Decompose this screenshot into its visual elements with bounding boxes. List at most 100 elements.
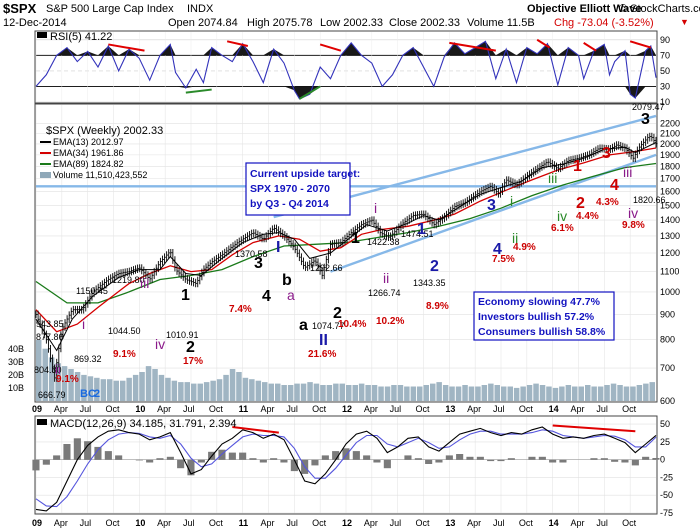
brand-name: Objective Elliott Wave (527, 3, 642, 15)
price-x-tick-22: Jul (596, 404, 608, 414)
wave-label-8: b (282, 272, 292, 289)
macd-x-tick-18: Jul (493, 518, 505, 528)
macd-histogram-bar (84, 441, 92, 460)
price-tick-label-800: 800 (660, 335, 675, 345)
rsi-title: RSI(5) 41.22 (50, 31, 112, 43)
price-x-tick-19: Oct (519, 404, 534, 414)
macd-x-tick-14: Jul (390, 518, 402, 528)
macd-x-tick-12: 12 (342, 518, 352, 528)
volume-bar (145, 366, 152, 401)
price-tick-label-1700: 1700 (660, 174, 680, 184)
wave-label-18: 2 (430, 258, 439, 275)
macd-line (35, 426, 657, 512)
volume-bar (597, 386, 604, 401)
price-x-tick-0: 09 (32, 404, 42, 414)
macd-histogram-bar (414, 458, 422, 460)
wave-label-17: 1 (417, 221, 426, 238)
macd-tick-label-25: 25 (660, 437, 670, 447)
wave-label-6: 4 (262, 288, 271, 305)
macd-histogram-bar (600, 458, 608, 460)
volume-bar (339, 383, 345, 401)
macd-histogram-bar (373, 459, 381, 463)
rsi-layer (35, 38, 657, 100)
volume-bar (262, 382, 268, 401)
macd-histogram-bar (146, 459, 154, 463)
macd-x-tick-16: 13 (445, 518, 455, 528)
wave-label-27: 3 (602, 145, 611, 162)
volume-bar (184, 382, 190, 401)
volume-bar (533, 383, 539, 401)
rsi-bear-divergence-2 (319, 43, 342, 52)
macd-x-tick-3: Oct (106, 518, 121, 528)
wave-label-22: ii (512, 230, 518, 246)
macd-histogram-bar (228, 452, 236, 460)
macd-histogram-bar (249, 458, 257, 460)
price-tick-label-2200: 2200 (660, 119, 680, 129)
price-x-tick-16: 13 (445, 404, 455, 414)
macd-histogram-bar (445, 455, 453, 460)
price-x-tick-14: Jul (390, 404, 402, 414)
bc-label-0: B (80, 388, 88, 400)
wave-label-0: i (82, 316, 85, 332)
price-title: $SPX (Weekly) 2002.33 (46, 125, 163, 137)
price-x-tick-7: Oct (209, 404, 224, 414)
price-label-4: 869.32 (74, 354, 102, 364)
volume-bar (494, 385, 500, 401)
price-x-tick-3: Oct (106, 404, 121, 414)
macd-histogram-bar (53, 455, 61, 460)
wave-label-28: 4 (610, 177, 619, 194)
volume-bar (430, 383, 436, 401)
macd-histogram-bar (104, 451, 112, 460)
wave-label-21: i (510, 193, 513, 209)
volume-bar (74, 372, 81, 401)
wave-label-29: iii (623, 164, 632, 180)
macd-histogram-bar (621, 459, 629, 463)
price-tick-label-1100: 1100 (660, 267, 679, 277)
pct-label-12: 4.3% (596, 197, 619, 208)
macd-histogram-bar (156, 458, 164, 460)
macd-histogram-bar (363, 455, 371, 460)
volume-bar (236, 372, 242, 401)
volume-bar (604, 385, 610, 401)
volume-bar (275, 383, 281, 401)
macd-histogram-bar (559, 459, 567, 463)
macd-histogram-bar (404, 455, 412, 460)
price-tick-label-1900: 1900 (660, 150, 680, 160)
price-label-1: 877.86 (36, 332, 64, 342)
macd-signal-line (35, 429, 657, 508)
volume-bar (585, 385, 591, 401)
volume-bar (481, 385, 488, 401)
volume-bar (313, 383, 320, 401)
rsi-title-swatch (37, 32, 47, 38)
price-label-7: 1044.50 (108, 326, 141, 336)
rsi-bear-divergence-3 (449, 41, 496, 52)
macd-x-tick-10: Jul (286, 518, 298, 528)
sentiment-box (473, 291, 615, 341)
volume-bar (171, 380, 178, 401)
rsi-bear-divergence-0 (108, 43, 145, 52)
macd-x-tick-11: Oct (312, 518, 327, 528)
price-x-tick-15: Oct (416, 404, 431, 414)
macd-histogram-bar (32, 459, 40, 471)
macd-histogram-bar (42, 459, 50, 465)
price-label-15: 1343.35 (413, 278, 446, 288)
brand-copyright: © StockCharts.com (619, 3, 700, 15)
macd-histogram-bar (642, 456, 650, 460)
price-x-tick-12: 12 (342, 404, 352, 414)
wave-label-25: 1 (573, 158, 582, 175)
price-label-8: 1010.91 (166, 330, 199, 340)
volume-bar (100, 379, 107, 401)
chart-date: 12-Dec-2014 (3, 17, 67, 29)
volume-bar (520, 386, 526, 401)
annotation-layer: 943.85877.86804.30666.79869.321150.45121… (34, 102, 666, 400)
volume-bar (55, 363, 61, 401)
rsi-line (35, 40, 657, 100)
macd-histogram-bar (115, 455, 123, 460)
volume-bar (539, 385, 546, 401)
volume-bar (294, 383, 300, 401)
macd-x-tick-23: Oct (622, 518, 637, 528)
volume-bar (191, 383, 197, 401)
volume-bar (513, 387, 520, 401)
